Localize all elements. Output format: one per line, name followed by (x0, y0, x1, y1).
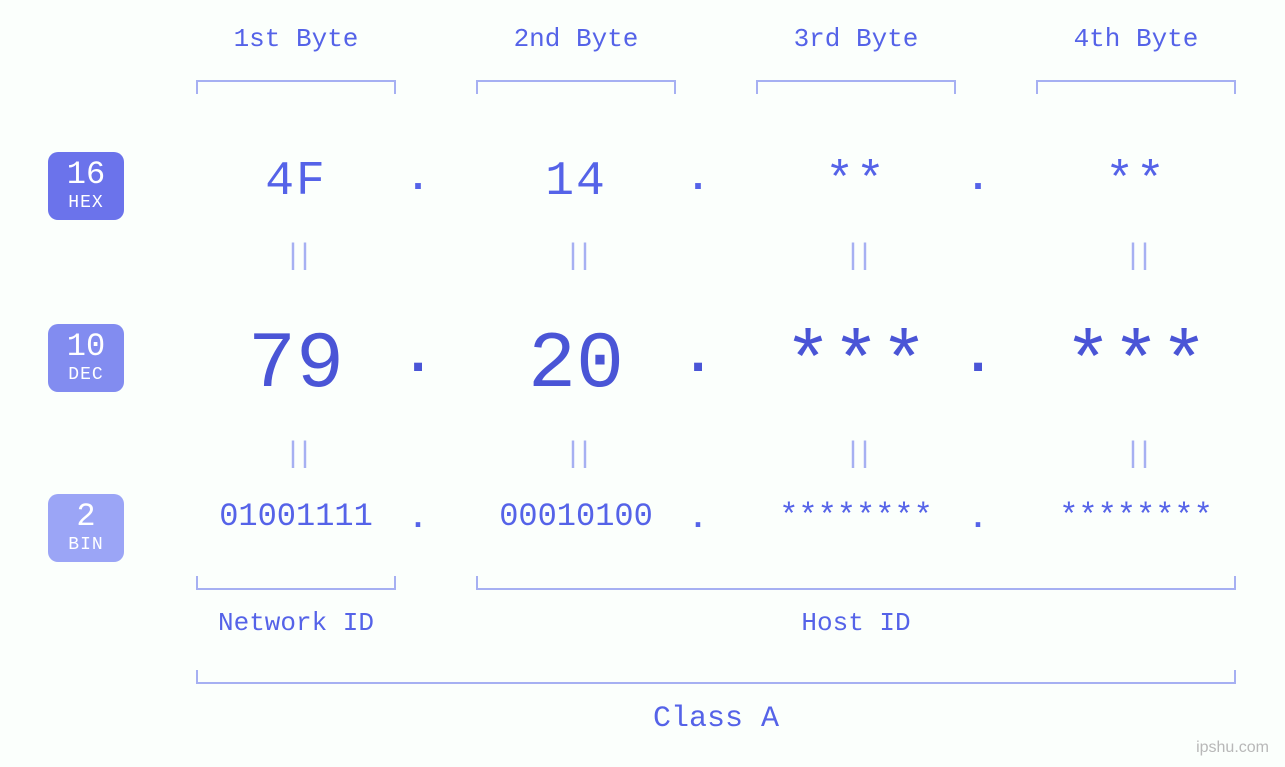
byte-label: 3rd Byte (756, 24, 956, 54)
dec-value: 79 (161, 320, 431, 411)
equals-icon: || (276, 438, 316, 472)
equals-icon: || (556, 240, 596, 274)
dec-value: *** (1001, 320, 1271, 411)
dot-separator: . (958, 324, 998, 388)
base-badge-num: 10 (48, 330, 124, 364)
byte-bracket-top (196, 80, 396, 94)
segment-bracket-network (196, 576, 396, 590)
base-badge-label: DEC (48, 366, 124, 385)
equals-icon: || (836, 240, 876, 274)
class-label: Class A (196, 702, 1236, 736)
base-badge-bin: 2 BIN (48, 494, 124, 562)
dot-separator: . (398, 157, 438, 202)
byte-label: 1st Byte (196, 24, 396, 54)
bin-value: ******** (1001, 498, 1271, 535)
ip-diagram: 1st Byte 2nd Byte 3rd Byte 4th Byte 16 HEX 10… (0, 0, 1285, 767)
byte-bracket-top (756, 80, 956, 94)
equals-icon: || (1116, 438, 1156, 472)
dec-value: 20 (441, 320, 711, 411)
dot-separator: . (678, 500, 718, 537)
hex-value: ** (1001, 155, 1271, 209)
dot-separator: . (398, 500, 438, 537)
dot-separator: . (958, 500, 998, 537)
base-badge-num: 2 (48, 500, 124, 534)
byte-bracket-top (1036, 80, 1236, 94)
base-badge-dec: 10 DEC (48, 324, 124, 392)
hex-value: ** (721, 155, 991, 209)
base-badge-hex: 16 HEX (48, 152, 124, 220)
base-badge-label: BIN (48, 536, 124, 555)
dot-separator: . (678, 157, 718, 202)
byte-label: 2nd Byte (476, 24, 676, 54)
bin-value: 01001111 (161, 498, 431, 535)
dot-separator: . (678, 324, 718, 388)
base-badge-num: 16 (48, 158, 124, 192)
hex-value: 14 (441, 155, 711, 209)
hex-value: 4F (161, 155, 431, 209)
equals-icon: || (556, 438, 596, 472)
segment-label-host: Host ID (476, 608, 1236, 638)
class-bracket (196, 670, 1236, 684)
equals-icon: || (276, 240, 316, 274)
byte-label: 4th Byte (1036, 24, 1236, 54)
segment-bracket-host (476, 576, 1236, 590)
equals-icon: || (836, 438, 876, 472)
watermark: ipshu.com (1196, 739, 1269, 757)
dot-separator: . (958, 157, 998, 202)
byte-bracket-top (476, 80, 676, 94)
bin-value: 00010100 (441, 498, 711, 535)
dec-value: *** (721, 320, 991, 411)
equals-icon: || (1116, 240, 1156, 274)
base-badge-label: HEX (48, 194, 124, 213)
bin-value: ******** (721, 498, 991, 535)
dot-separator: . (398, 324, 438, 388)
segment-label-network: Network ID (196, 608, 396, 638)
